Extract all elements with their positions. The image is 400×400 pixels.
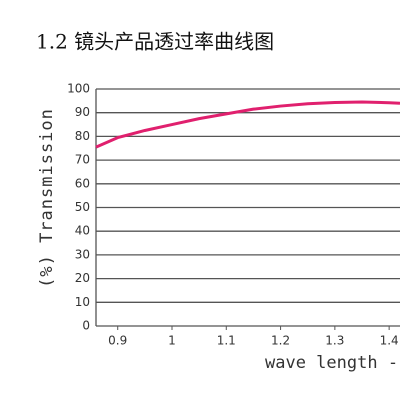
y-tick-label: 60 (75, 176, 90, 190)
y-tick-label: 30 (75, 247, 90, 261)
y-tick-label: 100 (67, 82, 90, 96)
y-tick-label: 40 (75, 224, 90, 238)
y-tick-label: 90 (75, 105, 90, 119)
x-tick-label: 1.1 (217, 334, 236, 348)
x-tick-label: 0.9 (108, 334, 127, 348)
x-tick-label: 1.3 (325, 334, 344, 348)
chart-title: 1.2 镜头产品透过率曲线图 (36, 30, 274, 54)
x-tick-label: 1.4 (380, 334, 399, 348)
x-tick-label: 1.2 (271, 334, 290, 348)
y-axis-label: (%) Transmission (37, 108, 57, 288)
y-tick-label: 20 (75, 271, 90, 285)
y-tick-label: 50 (75, 200, 90, 214)
y-tick-label: 80 (75, 129, 90, 143)
x-axis-label: wave length - (265, 353, 398, 373)
x-tick-label: 1 (168, 334, 176, 348)
y-tick-label: 70 (75, 153, 90, 167)
y-tick-label: 10 (75, 295, 90, 309)
y-tick-label: 0 (82, 319, 90, 333)
data-line (95, 100, 400, 149)
